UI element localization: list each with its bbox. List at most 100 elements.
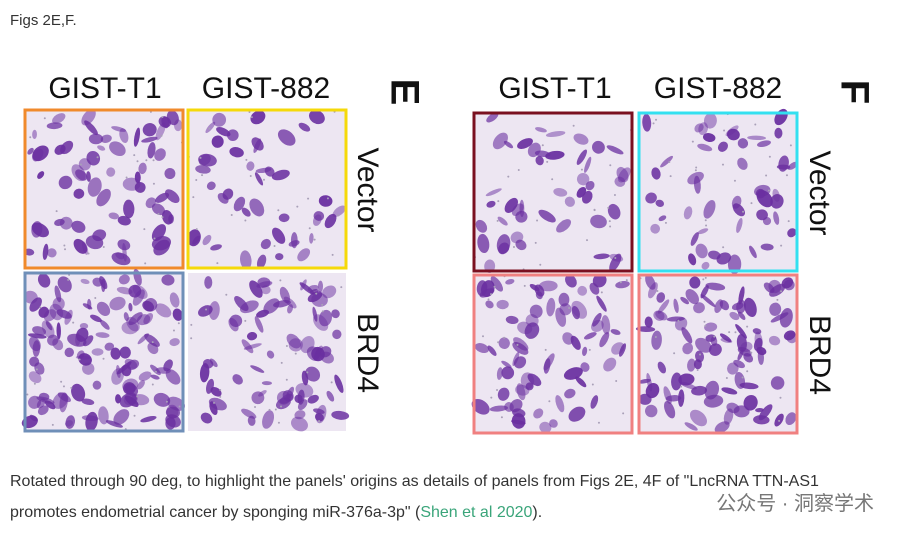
pore (723, 129, 726, 132)
cell (564, 196, 575, 207)
pore (608, 220, 611, 223)
pore (721, 163, 724, 166)
cell (734, 371, 746, 389)
cell (105, 420, 123, 428)
cell (128, 312, 143, 326)
pore (133, 414, 136, 417)
cell (545, 131, 566, 138)
cell (773, 211, 780, 225)
pore (654, 335, 657, 338)
cell (331, 309, 340, 319)
pore (96, 156, 99, 159)
cell (104, 342, 115, 351)
cell (316, 345, 323, 355)
pore (94, 296, 97, 299)
cell (334, 374, 344, 393)
cell (610, 329, 621, 335)
pore (190, 337, 193, 340)
cell (596, 295, 607, 312)
pore (713, 335, 716, 338)
cell (106, 167, 116, 177)
watermark: 公众号 · 洞察学术 (716, 493, 874, 515)
cell (71, 383, 86, 402)
cell (504, 402, 514, 412)
micrograph (21, 268, 186, 433)
cell (703, 200, 716, 219)
cell (76, 350, 85, 359)
pore (39, 306, 42, 309)
pore (734, 331, 737, 334)
cell (694, 123, 704, 133)
cell (123, 199, 135, 219)
cell (768, 335, 781, 346)
cell (543, 358, 551, 374)
pore (153, 237, 156, 240)
cell (695, 350, 705, 363)
pore (125, 176, 128, 179)
cell (685, 289, 699, 305)
pore (313, 238, 316, 241)
pore (742, 210, 745, 213)
cell (555, 307, 567, 327)
cell (704, 322, 718, 332)
cell (164, 167, 176, 180)
cell (297, 248, 311, 262)
pore (607, 206, 610, 209)
cell (147, 342, 159, 355)
cell (46, 122, 63, 130)
pore (580, 168, 583, 171)
cell (198, 154, 211, 166)
pore (517, 169, 520, 172)
pore (249, 174, 252, 177)
pore (133, 154, 136, 157)
pore (787, 220, 790, 223)
cell (511, 203, 524, 216)
cell (568, 406, 586, 422)
cell (98, 406, 109, 425)
cell (635, 326, 656, 332)
cell (774, 127, 783, 139)
pore (152, 182, 155, 185)
cell (258, 390, 267, 397)
cell (297, 399, 308, 411)
caption-link[interactable]: Shen et al 2020 (420, 504, 533, 521)
cell (216, 126, 231, 137)
cell (691, 385, 708, 396)
cell (609, 253, 624, 262)
pore (481, 335, 484, 338)
cell (585, 180, 595, 191)
cell (163, 359, 173, 372)
cell (92, 229, 107, 242)
pore (78, 358, 81, 361)
cell (165, 414, 181, 428)
pore (60, 380, 63, 383)
cell (332, 329, 342, 340)
cell (229, 314, 243, 328)
pore (656, 290, 659, 293)
pore (500, 416, 503, 419)
cell (110, 347, 121, 360)
cell (128, 302, 133, 312)
cell (81, 415, 99, 421)
cell (133, 127, 141, 147)
cell (592, 273, 607, 288)
pore (622, 412, 625, 415)
cell (168, 214, 174, 224)
cell (703, 394, 724, 408)
cell (52, 392, 69, 409)
cell (538, 280, 558, 292)
pore (615, 379, 618, 382)
cell (616, 166, 629, 183)
pore (199, 156, 202, 159)
cell (656, 292, 666, 303)
cell (332, 205, 346, 218)
cell (263, 298, 280, 314)
pore (541, 144, 544, 147)
cell (485, 300, 494, 309)
cell (535, 127, 547, 133)
cell (555, 395, 565, 413)
pore (497, 200, 500, 203)
cell (690, 232, 699, 246)
cell (42, 243, 49, 260)
cell (155, 303, 172, 318)
